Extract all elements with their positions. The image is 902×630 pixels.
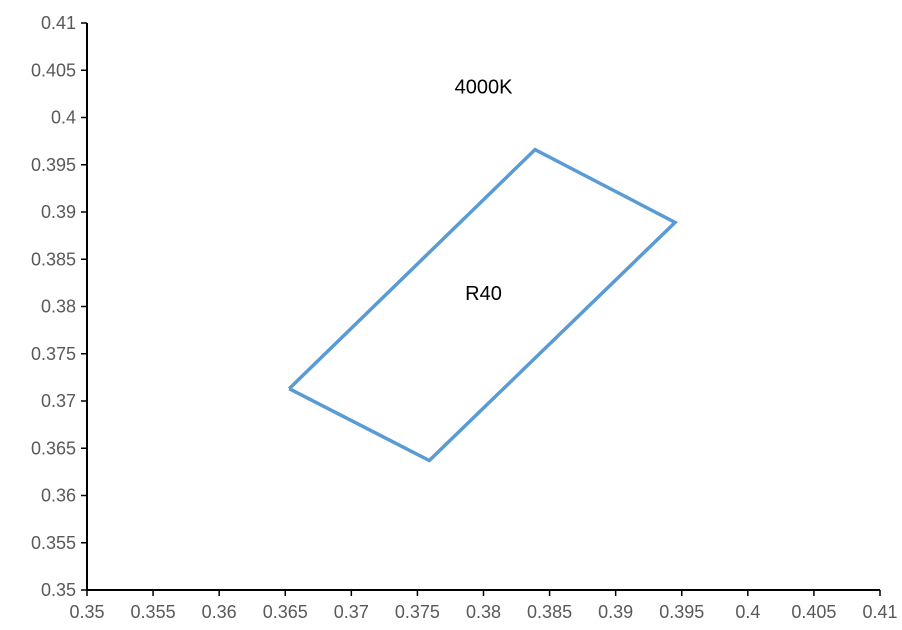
x-axis-ticks: 0.35 0.355 0.36 0.365 0.37 0.375 0.38 0.385 0.39… xyxy=(69,590,898,622)
y-tick-label: 0.39 xyxy=(41,202,76,222)
x-tick-label: 0.41 xyxy=(862,602,897,622)
y-tick-label: 0.365 xyxy=(31,438,76,458)
y-tick-label: 0.38 xyxy=(41,297,76,317)
y-tick-label: 0.35 xyxy=(41,580,76,600)
series-layer xyxy=(287,147,679,463)
y-tick-label: 0.355 xyxy=(31,533,76,553)
y-tick-label: 0.395 xyxy=(31,155,76,175)
x-tick-label: 0.405 xyxy=(791,602,836,622)
x-tick-label: 0.355 xyxy=(131,602,176,622)
x-tick-label: 0.365 xyxy=(263,602,308,622)
x-tick-label: 0.395 xyxy=(659,602,704,622)
x-tick-label: 0.4 xyxy=(735,602,760,622)
y-tick-label: 0.405 xyxy=(31,60,76,80)
y-tick-label: 0.4 xyxy=(51,108,76,128)
x-tick-label: 0.37 xyxy=(334,602,369,622)
x-tick-label: 0.36 xyxy=(202,602,237,622)
y-tick-label: 0.375 xyxy=(31,344,76,364)
annotation-label: R40 xyxy=(465,283,502,305)
x-tick-label: 0.38 xyxy=(466,602,501,622)
y-tick-label: 0.37 xyxy=(41,391,76,411)
series-line-0 xyxy=(287,147,679,463)
y-axis-ticks: 0.35 0.355 0.36 0.365 0.37 0.375 0.38 0.385 0.39… xyxy=(31,13,87,600)
y-tick-label: 0.36 xyxy=(41,486,76,506)
annotation-label: 4000K xyxy=(455,76,513,98)
x-tick-label: 0.375 xyxy=(395,602,440,622)
x-tick-label: 0.35 xyxy=(69,602,104,622)
x-tick-label: 0.385 xyxy=(527,602,572,622)
annotation-layer: 4000K R40 xyxy=(455,76,513,305)
x-tick-label: 0.39 xyxy=(598,602,633,622)
y-tick-label: 0.385 xyxy=(31,249,76,269)
y-tick-label: 0.41 xyxy=(41,13,76,33)
